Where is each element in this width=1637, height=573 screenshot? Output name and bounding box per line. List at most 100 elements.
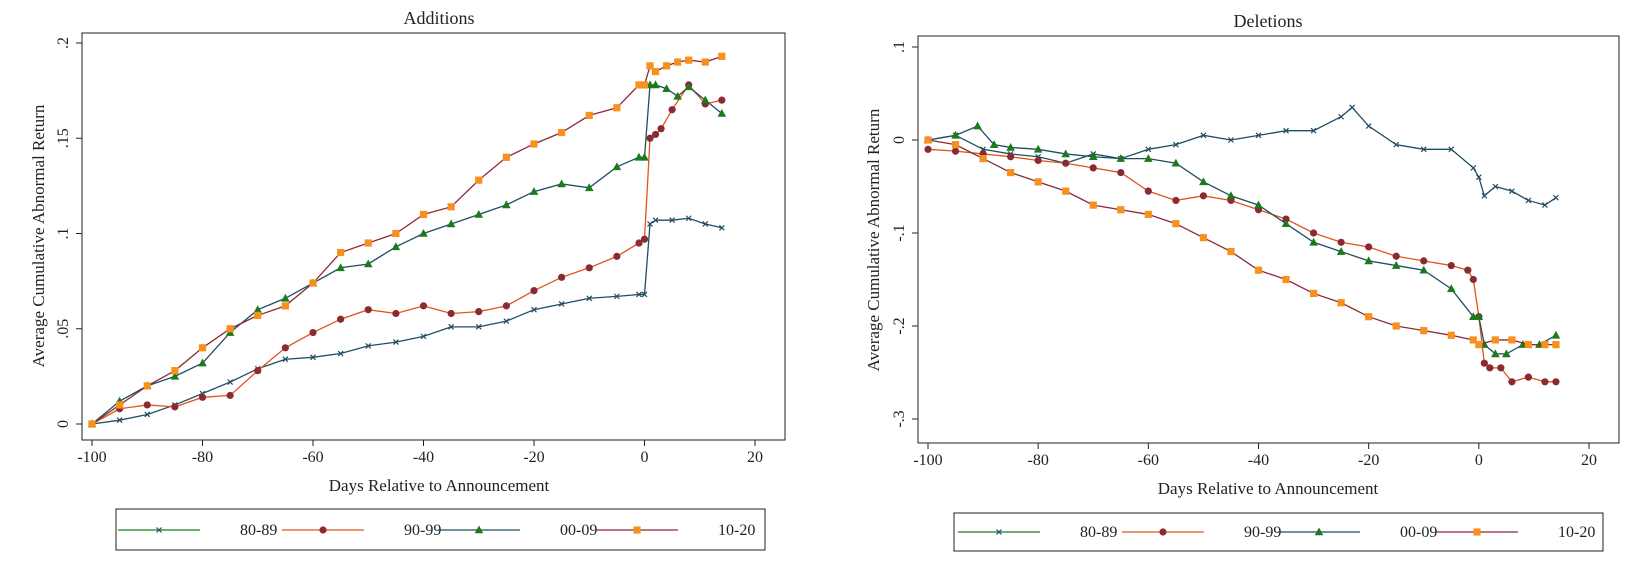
deletions-data-point-90-99 (1447, 261, 1455, 270)
additions-data-point-10-20 (116, 401, 124, 409)
deletions-data-point-10-20 (924, 136, 932, 144)
additions-x-ticks: -100 -80 -60 -40 -20 0 20 (77, 440, 763, 466)
deletions-data-point-00-09 (1469, 312, 1478, 320)
deletions-data-point-80-89 (1508, 188, 1515, 195)
deletions-legend-item-00-09: 00-09 (1278, 524, 1437, 541)
additions-data-point-10-20 (337, 248, 345, 257)
additions-legend-swatch-marker (474, 525, 484, 534)
deletions-data-point-10-20 (1034, 178, 1042, 186)
deletions-data-point-10-20 (1117, 206, 1125, 214)
additions-data-point-80-89 (652, 217, 659, 224)
additions-data-point-00-09 (557, 179, 566, 188)
additions-legend-box (115, 508, 766, 551)
deletions-series-line-90-99 (927, 148, 1556, 383)
additions-data-point-80-89 (365, 342, 372, 349)
deletions-data-point-90-99 (1497, 364, 1505, 372)
additions-data-point-80-89 (310, 354, 316, 361)
deletions-data-point-90-99 (1420, 257, 1428, 265)
deletions-data-point-90-99 (1062, 159, 1070, 167)
additions-y-tick-label: .1 (55, 228, 72, 240)
additions-data-point-10-20 (585, 111, 593, 119)
additions-data-point-90-99 (657, 125, 665, 133)
additions-data-point-80-89 (641, 291, 648, 298)
additions-x-tick-label: -100 (77, 449, 106, 466)
additions-data-point-90-99 (281, 344, 289, 352)
additions-y-axis-label: Average Cumulative Abnormal Return (29, 104, 48, 367)
deletions-y-tick-label: -.2 (891, 317, 908, 334)
deletions-data-point-80-89 (1475, 174, 1482, 181)
additions-series-80-89 (89, 215, 725, 427)
deletions-data-point-90-99 (951, 147, 960, 155)
deletions-series-line-00-09 (927, 125, 1557, 355)
additions-x-tick-label: 20 (747, 449, 763, 466)
additions-data-point-10-20 (309, 279, 317, 287)
deletions-data-point-90-99 (1117, 168, 1125, 177)
additions-data-point-80-89 (116, 417, 123, 424)
additions-data-point-90-99 (171, 403, 179, 411)
additions-data-point-00-09 (198, 358, 207, 367)
additions-data-point-00-09 (253, 305, 263, 313)
deletions-series-line-10-20 (927, 139, 1556, 346)
deletions-y-tick-label: .1 (891, 41, 908, 53)
deletions-data-point-80-89 (1393, 141, 1400, 148)
deletions-legend: 80-89 90-99 00-09 10-20 (953, 512, 1604, 552)
additions-data-point-00-09 (684, 82, 693, 91)
additions-data-point-00-09 (391, 242, 401, 251)
additions-data-point-00-09 (717, 108, 727, 117)
deletions-data-point-80-89 (1145, 146, 1152, 153)
additions-data-point-80-89 (613, 293, 620, 300)
additions-data-point-10-20 (651, 67, 660, 76)
additions-legend-item-10-20: 10-20 (596, 522, 755, 539)
additions-data-point-80-89 (669, 217, 676, 224)
deletions-data-point-10-20 (1552, 341, 1560, 349)
deletions-data-point-80-89 (1172, 141, 1179, 148)
additions-data-point-10-20 (364, 239, 372, 247)
deletions-data-point-80-89 (1542, 202, 1548, 209)
deletions-data-point-10-20 (1524, 341, 1533, 349)
additions-data-point-00-09 (502, 200, 511, 209)
deletions-data-point-80-89 (1481, 192, 1488, 199)
additions-panel: Additions Days Relative to Announcement … (29, 8, 786, 551)
deletions-series (923, 104, 1561, 386)
deletions-data-point-10-20 (1254, 266, 1263, 274)
deletions-data-point-90-99 (1480, 359, 1488, 367)
additions-data-point-10-20 (718, 52, 726, 60)
deletions-data-point-00-09 (973, 121, 982, 130)
deletions-data-point-00-09 (1419, 265, 1429, 274)
additions-series-line-00-09 (91, 84, 723, 425)
additions-data-point-00-09 (281, 293, 290, 302)
additions-data-point-10-20 (685, 56, 693, 64)
additions-title: Additions (403, 8, 474, 28)
deletions-y-tick-label: 0 (891, 136, 908, 144)
deletions-data-point-10-20 (1007, 168, 1015, 177)
deletions-data-point-10-20 (979, 155, 987, 163)
additions-data-point-90-99 (198, 393, 207, 401)
deletions-data-point-90-99 (1309, 229, 1318, 237)
additions-data-point-00-09 (651, 80, 660, 89)
deletions-data-point-80-89 (1492, 183, 1499, 190)
deletions-data-point-10-20 (1365, 313, 1373, 321)
deletions-data-point-00-09 (989, 140, 999, 148)
additions-data-point-10-20 (171, 367, 179, 375)
deletions-data-point-10-20 (1469, 336, 1477, 344)
additions-data-point-00-09 (474, 209, 484, 218)
deletions-legend-label: 80-89 (1080, 524, 1117, 541)
deletions-data-point-80-89 (1420, 146, 1427, 153)
deletions-x-tick-label: 0 (1475, 452, 1483, 469)
deletions-data-point-00-09 (1226, 191, 1236, 200)
deletions-data-point-10-20 (1541, 341, 1549, 349)
additions-x-tick-label: -60 (302, 449, 323, 466)
deletions-data-point-10-20 (1491, 336, 1499, 344)
additions-data-point-10-20 (392, 229, 400, 238)
deletions-x-tick-label: -40 (1248, 452, 1269, 469)
additions-data-point-10-20 (635, 81, 643, 89)
additions-data-point-80-89 (420, 333, 427, 340)
additions-data-point-90-99 (613, 252, 621, 260)
additions-data-point-00-09 (584, 183, 594, 192)
additions-y-ticks: 0 .05 .1 .15 .2 (55, 37, 82, 428)
deletions-data-point-90-99 (1508, 378, 1516, 386)
additions-data-point-10-20 (613, 104, 621, 112)
deletions-data-point-00-09 (1309, 237, 1318, 246)
additions-data-point-90-99 (254, 367, 262, 375)
additions-x-axis-label: Days Relative to Announcement (329, 476, 550, 495)
